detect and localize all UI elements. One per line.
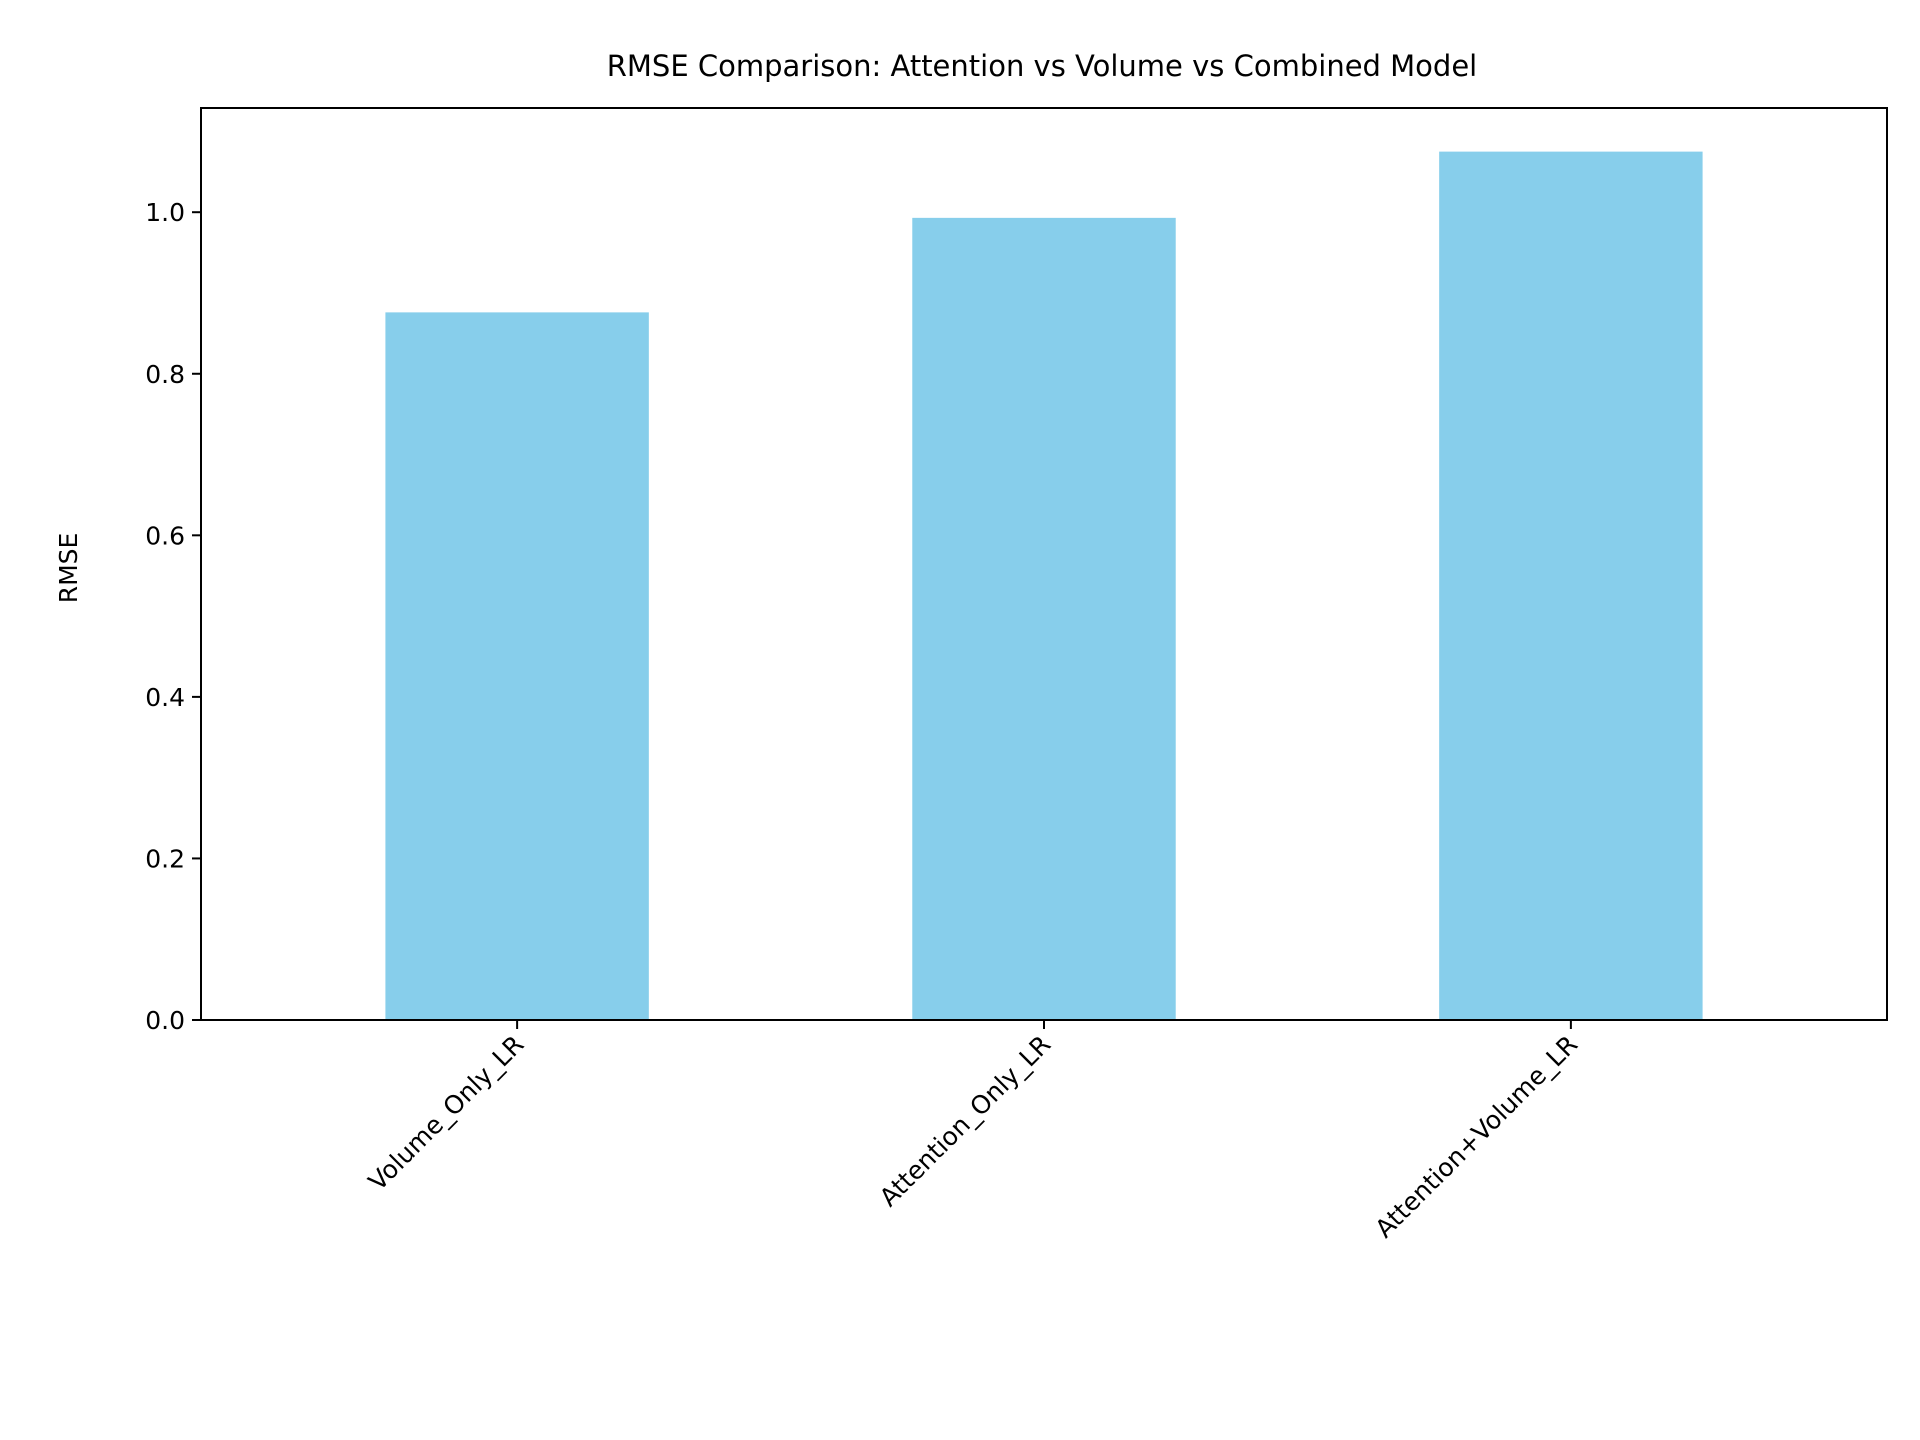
y-ticks: 0.0 0.2 0.4 0.6 0.8 1.0 [145, 198, 201, 1035]
y-axis-label: RMSE [54, 533, 83, 604]
y-tick-label: 0.0 [145, 1006, 185, 1035]
y-tick-label: 1.0 [145, 198, 185, 227]
bar-volume-only-lr [385, 312, 649, 1020]
chart-title: RMSE Comparison: Attention vs Volume vs … [607, 49, 1477, 83]
y-tick-label: 0.2 [145, 844, 185, 873]
bar-attention-only-lr [912, 217, 1176, 1020]
y-tick-label: 0.8 [145, 360, 185, 389]
bars-layer [385, 151, 1703, 1020]
bar-attention-volume-lr [1439, 151, 1703, 1020]
y-tick-label: 0.4 [145, 683, 185, 712]
y-tick-label: 0.6 [145, 521, 185, 550]
